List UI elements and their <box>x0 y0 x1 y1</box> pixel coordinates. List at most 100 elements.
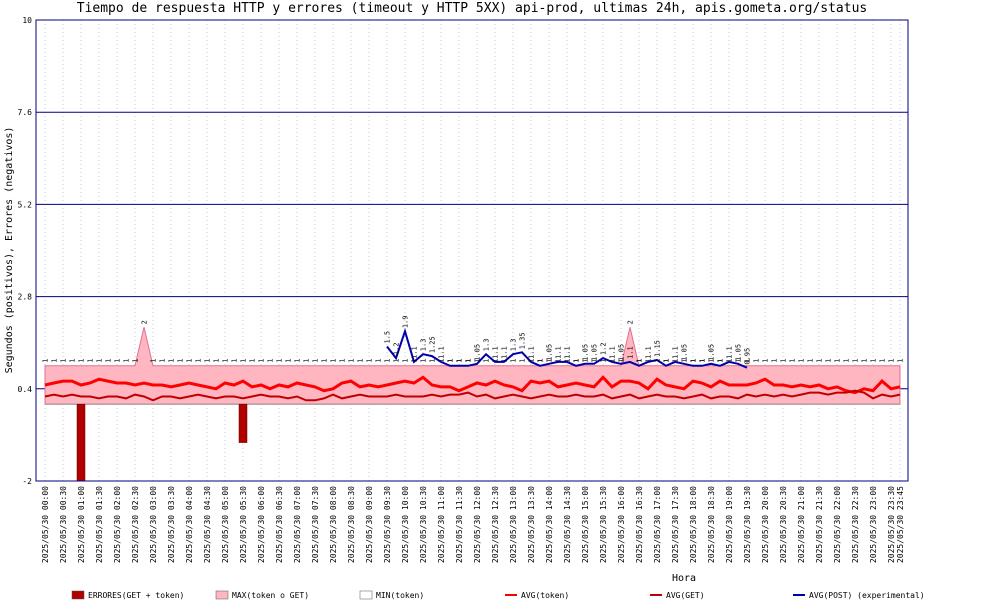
x-tick-label: 2025/05/30 00:00 <box>41 486 50 563</box>
data-label: 1 <box>735 359 743 363</box>
data-label: 1 <box>258 359 266 363</box>
x-tick-label: 2025/05/30 23:30 <box>887 486 896 563</box>
x-tick-label: 2025/05/30 22:00 <box>833 486 842 563</box>
data-label: 1 <box>393 359 401 363</box>
x-tick-label: 2025/05/30 22:30 <box>851 486 860 563</box>
data-label: 1 <box>897 359 905 363</box>
data-label: 1 <box>240 359 248 363</box>
data-label: 1 <box>762 359 770 363</box>
data-label: 1 <box>69 359 77 363</box>
data-label: 1 <box>807 359 815 363</box>
data-label: 1 <box>96 359 104 363</box>
x-tick-label: 2025/05/30 09:00 <box>365 486 374 563</box>
data-label: 1 <box>690 359 698 363</box>
x-tick-label: 2025/05/30 19:00 <box>725 486 734 563</box>
data-label: 1.1 <box>609 346 617 359</box>
data-label: 1.05 <box>618 344 626 361</box>
data-label: 1 <box>456 359 464 363</box>
data-label: 1 <box>267 359 275 363</box>
data-label: 1 <box>879 359 887 363</box>
data-label: 1 <box>708 359 716 363</box>
data-label: 1 <box>699 359 707 363</box>
data-label: 1 <box>582 359 590 363</box>
data-label: 1 <box>825 359 833 363</box>
x-tick-label: 2025/05/30 09:30 <box>383 486 392 563</box>
data-label: 1 <box>348 359 356 363</box>
legend-label: MIN(token) <box>376 591 424 600</box>
y-tick-label: -2 <box>22 477 32 486</box>
x-tick-label: 2025/05/30 18:30 <box>707 486 716 563</box>
legend-swatch <box>71 590 85 600</box>
data-label: 1 <box>330 359 338 363</box>
data-label: 1 <box>546 359 554 363</box>
data-label: 1 <box>186 359 194 363</box>
x-tick-label: 2025/05/30 11:30 <box>455 486 464 563</box>
x-tick-label: 2025/05/30 03:00 <box>149 486 158 563</box>
data-label: 1 <box>636 359 644 363</box>
x-tick-label: 2025/05/30 05:00 <box>221 486 230 563</box>
data-label: 1 <box>411 359 419 363</box>
data-label: 1 <box>501 359 509 363</box>
data-label: 1 <box>465 359 473 363</box>
data-label: 1 <box>753 359 761 363</box>
data-label: 1 <box>177 359 185 363</box>
x-tick-label: 2025/05/30 12:30 <box>491 486 500 563</box>
x-tick-label: 2025/05/30 02:00 <box>113 486 122 563</box>
error-bar <box>238 403 248 443</box>
x-tick-label: 2025/05/30 07:30 <box>311 486 320 563</box>
data-label: 1 <box>618 359 626 363</box>
legend-swatch <box>215 590 229 600</box>
data-label: 1 <box>816 359 824 363</box>
x-tick-label: 2025/05/30 08:00 <box>329 486 338 563</box>
data-label: 1 <box>645 359 653 363</box>
line <box>44 389 901 402</box>
x-tick-label: 2025/05/30 04:30 <box>203 486 212 563</box>
y-tick-label: 7.6 <box>18 108 33 117</box>
data-label: 0.95 <box>744 348 752 365</box>
data-label: 1 <box>528 359 536 363</box>
x-tick-label: 2025/05/30 04:00 <box>185 486 194 563</box>
data-label: 1 <box>105 359 113 363</box>
y-tick-label: 10 <box>22 16 32 25</box>
data-label: 1 <box>384 359 392 363</box>
data-label: 1 <box>888 359 896 363</box>
data-label: 1 <box>231 359 239 363</box>
data-label: 1 <box>663 359 671 363</box>
data-label: 1 <box>690 359 698 363</box>
x-tick-label: 2025/05/30 10:30 <box>419 486 428 563</box>
data-label: 1.05 <box>582 344 590 361</box>
data-label: 1 <box>312 359 320 363</box>
data-label: 1.1 <box>726 346 734 359</box>
x-tick-label: 2025/05/30 02:30 <box>131 486 140 563</box>
data-label: 1 <box>654 359 662 363</box>
x-tick-label: 2025/05/30 20:30 <box>779 486 788 563</box>
x-tick-label: 2025/05/30 11:00 <box>437 486 446 563</box>
x-tick-label: 2025/05/30 14:30 <box>563 486 572 563</box>
data-label: 1.1 <box>501 346 509 359</box>
data-label: 1 <box>672 359 680 363</box>
data-label: 1 <box>861 359 869 363</box>
x-tick-label: 2025/05/30 16:30 <box>635 486 644 563</box>
x-tick-label: 2025/05/30 16:00 <box>617 486 626 563</box>
data-label: 1 <box>51 359 59 363</box>
x-tick-label: 2025/05/30 06:00 <box>257 486 266 563</box>
data-label: 1 <box>402 359 410 363</box>
x-tick-label: 2025/05/30 00:30 <box>59 486 68 563</box>
data-label: 1 <box>573 359 581 363</box>
data-label: 1 <box>159 359 167 363</box>
plot-border <box>35 19 909 482</box>
data-label: 1 <box>321 359 329 363</box>
data-label: 1 <box>555 359 563 363</box>
data-label: 1.15 <box>654 340 662 357</box>
data-label: 1 <box>204 359 212 363</box>
y-axis-label: Segundos (positivos), Errores (negativos… <box>4 127 15 374</box>
data-label: 1 <box>510 359 518 363</box>
data-label: 1 <box>465 359 473 363</box>
data-label: 1 <box>303 359 311 363</box>
data-label: 1 <box>717 359 725 363</box>
data-label: 1 <box>609 359 617 363</box>
x-tick-label: 2025/05/30 13:00 <box>509 486 518 563</box>
data-label: 1 <box>798 359 806 363</box>
data-label: 1.3 <box>483 339 491 352</box>
